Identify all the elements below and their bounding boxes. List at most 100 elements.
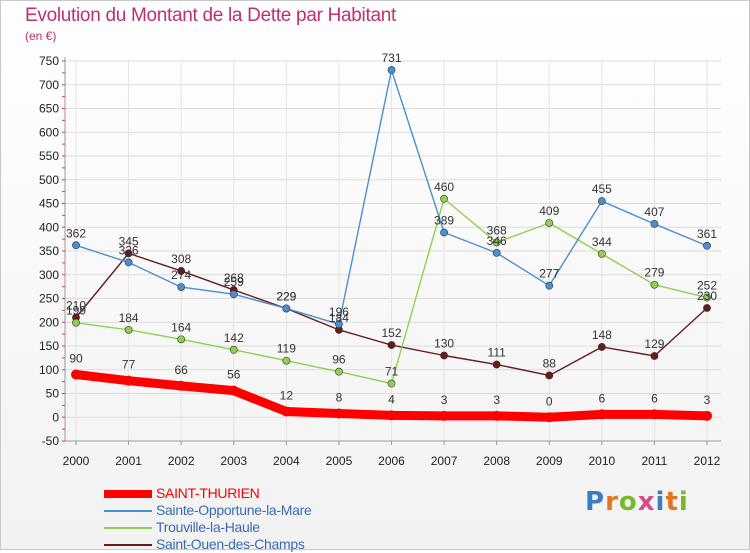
series-point-0 (649, 409, 660, 420)
series-point-2 (545, 219, 554, 227)
y-tick-label: 250 (39, 292, 59, 306)
y-tick-label: 450 (39, 197, 59, 211)
series-point-1 (545, 281, 554, 290)
data-label: 152 (381, 326, 401, 340)
logo-letter: o (618, 487, 638, 517)
series-point-0 (491, 410, 502, 421)
data-label: 731 (381, 51, 401, 65)
x-tick-label: 2002 (168, 454, 195, 468)
series-point-2 (177, 335, 186, 344)
data-label: 210 (66, 299, 86, 313)
data-label: 277 (539, 267, 559, 281)
series-point-1 (387, 66, 396, 74)
y-tick-label: 150 (39, 339, 59, 353)
data-label: 407 (644, 205, 664, 219)
y-tick-label: 550 (39, 149, 59, 163)
data-label: 184 (119, 311, 139, 325)
legend-item-saint-thurien: SAINT-THURIEN (104, 485, 311, 502)
data-label: 142 (224, 331, 244, 345)
data-label: 279 (644, 266, 664, 280)
data-label: 6 (651, 391, 658, 405)
x-tick-label: 2003 (220, 454, 247, 468)
x-tick-label: 2007 (431, 454, 458, 468)
data-label: 308 (171, 252, 191, 266)
series-point-3 (650, 352, 659, 360)
data-label: 344 (592, 235, 612, 249)
series-point-1 (440, 228, 448, 237)
x-tick-label: 2008 (483, 454, 510, 468)
series-point-1 (72, 241, 80, 250)
data-label: 229 (276, 289, 296, 303)
data-label: 88 (543, 356, 557, 370)
series-point-0 (71, 369, 81, 380)
data-label: 346 (487, 234, 507, 248)
chart-title: Evolution du Montant de la Dette par Hab… (25, 5, 396, 26)
series-point-0 (281, 406, 292, 417)
legend-label-trouville: Trouville-la-Haule (156, 519, 260, 535)
legend-item-trouville: Trouville-la-Haule (104, 519, 311, 536)
proxiti-logo: Proxiti (585, 487, 689, 517)
data-label: 326 (119, 243, 139, 257)
x-tick-label: 2010 (588, 454, 615, 468)
legend-swatch-trouville (104, 526, 152, 529)
series-point-1 (703, 241, 711, 250)
series-point-2 (282, 356, 291, 365)
y-tick-label: 650 (39, 102, 59, 116)
series-point-1 (335, 320, 343, 329)
series-point-0 (702, 410, 712, 421)
series-point-0 (596, 409, 607, 420)
data-label: 4 (388, 392, 395, 406)
data-label: 274 (171, 268, 191, 282)
series-point-0 (333, 408, 344, 419)
series-point-2 (597, 249, 606, 258)
legend-label-sainte-opportune: Sainte-Opportune-la-Mare (156, 502, 312, 518)
data-label: 90 (69, 352, 83, 366)
data-label: 455 (592, 182, 612, 196)
x-tick-label: 2009 (536, 454, 563, 468)
data-label: 66 (174, 363, 188, 377)
y-tick-label: 500 (39, 173, 59, 187)
legend-swatch-saint-ouen (104, 543, 152, 546)
data-label: 6 (598, 391, 605, 405)
x-tick-label: 2005 (326, 454, 353, 468)
y-tick-label: 100 (39, 363, 59, 377)
series-point-2 (440, 194, 448, 203)
data-label: 3 (704, 393, 711, 407)
series-point-1 (282, 304, 291, 313)
legend-item-saint-ouen: Saint-Ouen-des-Champs (104, 536, 311, 553)
data-label: 460 (434, 180, 454, 194)
logo-letter: r (605, 487, 619, 517)
logo-letter: x (637, 487, 656, 517)
x-tick-label: 2011 (642, 454, 668, 468)
series-point-2 (703, 293, 711, 302)
data-label: 164 (171, 320, 191, 334)
data-label: 56 (227, 368, 241, 382)
y-tick-label: 0 (52, 410, 59, 424)
data-label: 230 (697, 289, 717, 303)
series-point-3 (440, 351, 448, 360)
series-point-0 (544, 412, 555, 423)
y-tick-label: 700 (39, 78, 59, 92)
series-point-1 (124, 258, 133, 267)
data-label: 259 (224, 275, 244, 289)
series-point-0 (123, 375, 134, 386)
data-label: 3 (441, 393, 448, 407)
series-point-3 (492, 360, 501, 369)
legend-swatch-saint-thurien (104, 489, 152, 498)
data-label: 252 (697, 279, 717, 293)
y-tick-label: 50 (46, 387, 60, 401)
data-label: 409 (539, 204, 559, 218)
data-label: 111 (488, 346, 507, 360)
series-point-2 (124, 325, 133, 334)
logo-letter: t (665, 487, 679, 517)
y-tick-label: 300 (39, 268, 59, 282)
legend-label-saint-thurien: SAINT-THURIEN (156, 485, 260, 501)
x-tick-label: 2004 (273, 454, 300, 468)
data-label: 96 (332, 353, 346, 367)
data-label: 229 (276, 289, 296, 303)
data-label: 184 (329, 311, 349, 325)
series-point-3 (387, 341, 396, 349)
data-label: 362 (66, 226, 86, 240)
